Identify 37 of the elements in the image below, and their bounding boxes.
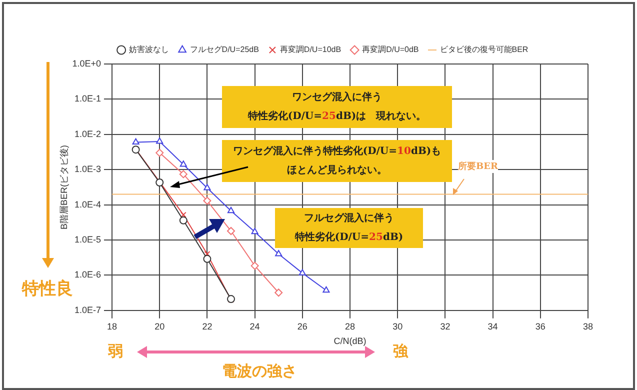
annotation: ほとんど見られない。: [287, 165, 387, 176]
y-tick-label: 1.0E-2: [74, 128, 101, 139]
annotation: フルセグ混入に伴う: [304, 213, 394, 224]
x-axis-title: C/N(dB): [334, 336, 366, 346]
x-tick-label: 34: [488, 321, 498, 332]
y-tick-label: 1.0E-6: [74, 270, 101, 280]
legend-label: 再変調D/U=0dB: [362, 45, 419, 54]
annotation: 特性劣化(D/U=25dB)は 現れない。: [248, 111, 426, 122]
x-tick-label: 20: [154, 321, 165, 332]
x-tick-label: 26: [297, 321, 308, 332]
x-tick-label: 36: [535, 321, 546, 332]
annotation: ワンセグ混入に伴う: [292, 92, 382, 103]
y-tick-label: 1.0E-5: [74, 234, 101, 244]
annotation: 特性劣化(D/U=25dB): [294, 232, 404, 243]
y-tick-label: 1.0E-4: [74, 199, 101, 210]
legend-label: 再変調D/U=10dB: [280, 45, 342, 54]
legend-label: ビタビ後の復号可能BER: [440, 45, 528, 54]
x-tick-label: 28: [344, 321, 356, 332]
y-axis-title: B階層BER(ビタビ後): [58, 144, 69, 230]
legend-label: 妨害波なし: [128, 45, 169, 54]
x-tick-label: 24: [250, 321, 260, 332]
x-tick-label: 32: [440, 321, 450, 332]
x-tick-label: 18: [106, 321, 118, 332]
annotation: 所要BER: [458, 160, 498, 173]
y-tick-label: 1.0E-3: [74, 164, 101, 174]
y-tick-label: 1.0E+0: [72, 58, 101, 68]
y-tick-label: 1.0E-1: [74, 94, 101, 104]
text: 弱: [108, 342, 123, 361]
x-tick-label: 22: [202, 321, 212, 332]
text: 強: [393, 342, 408, 361]
x-tick-label: 30: [392, 321, 403, 332]
y-tick-label: 1.0E-7: [74, 304, 101, 315]
text: 電波の強さ: [222, 362, 297, 381]
text: 特性良: [22, 278, 73, 300]
legend-label: フルセグD/U=25dB: [190, 45, 259, 54]
x-tick-label: 38: [582, 321, 594, 332]
annotation: ワンセグ混入に伴う特性劣化(D/U=10dB)も: [232, 146, 442, 157]
